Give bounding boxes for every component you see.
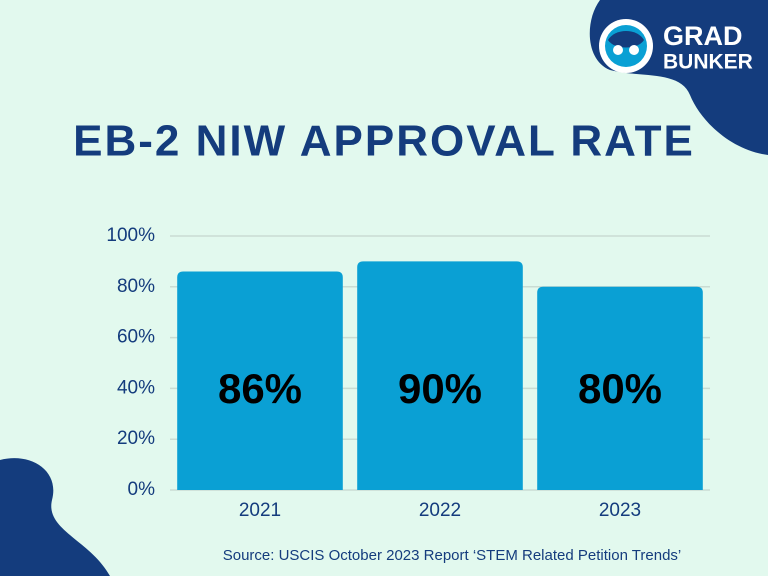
x-tick-label: 2021 [239, 500, 281, 521]
logo-eye [629, 45, 639, 55]
value-label: 86% [218, 365, 302, 412]
y-tick-label: 20% [117, 428, 155, 449]
x-tick-label: 2023 [599, 500, 641, 521]
x-tick-label: 2022 [419, 500, 461, 521]
y-tick-label: 40% [117, 377, 155, 398]
logo-text: GRAD [663, 21, 743, 51]
corner-blob [0, 458, 110, 576]
y-tick-label: 60% [117, 327, 155, 348]
y-tick-label: 0% [128, 479, 156, 500]
bar [357, 261, 523, 490]
logo-text: BUNKER [663, 51, 753, 74]
logo-eye [613, 45, 623, 55]
source-note: Source: USCIS October 2023 Report ‘STEM … [223, 547, 682, 564]
bar [177, 271, 343, 490]
logo-cap [608, 31, 644, 48]
y-tick-label: 100% [106, 225, 155, 246]
chart-title: EB-2 NIW APPROVAL RATE [73, 117, 695, 166]
bar [537, 286, 703, 490]
value-label: 90% [398, 365, 482, 412]
y-tick-label: 80% [117, 276, 155, 297]
value-label: 80% [578, 365, 662, 412]
